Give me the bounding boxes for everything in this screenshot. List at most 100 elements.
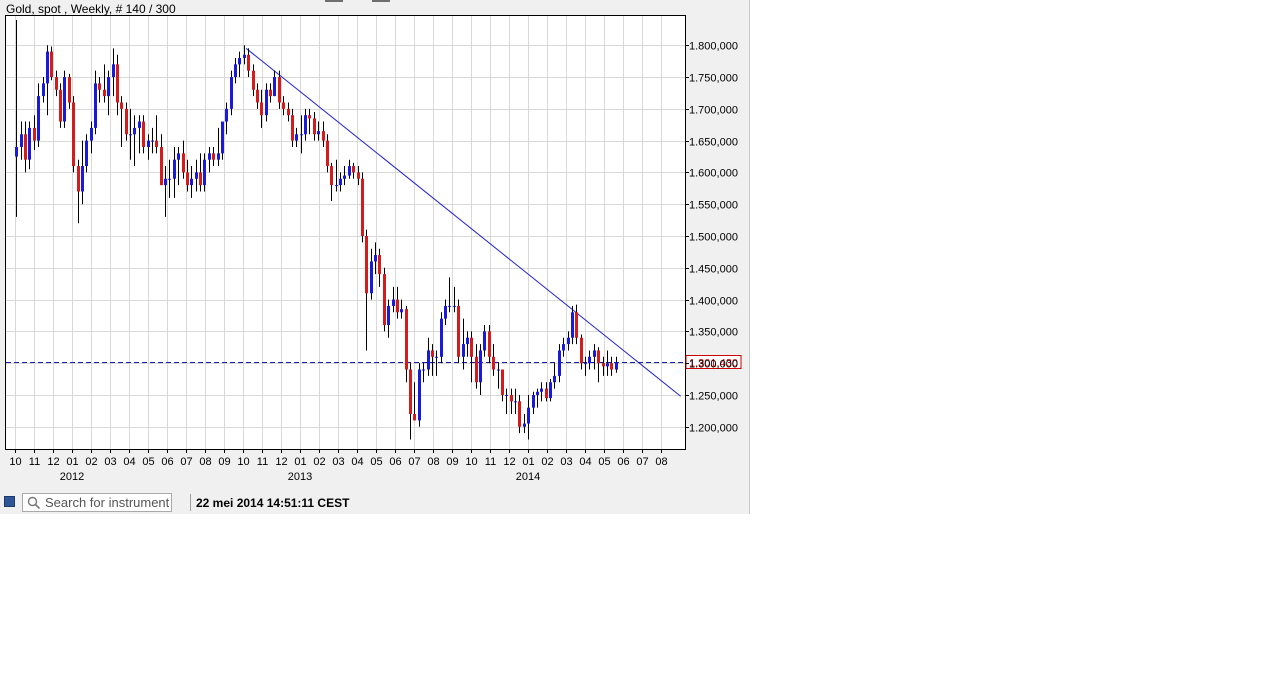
candle-up — [208, 153, 211, 160]
chart-svg[interactable]: 1.301,430 1.200,000 1.250,000 1.300,000 1.3… — [0, 0, 749, 491]
candle-up — [553, 375, 556, 383]
x-tick-label: 11 — [29, 456, 40, 468]
candle-down — [330, 166, 333, 186]
panel-handle-right[interactable] — [372, 0, 390, 2]
candle-down — [409, 369, 412, 415]
candle-down — [142, 121, 145, 147]
x-tick-label: 02 — [541, 456, 553, 468]
candle-down — [116, 64, 119, 103]
candle-down — [322, 131, 325, 141]
candle-up — [85, 140, 88, 167]
candle-down — [24, 134, 27, 160]
candle-up — [28, 127, 31, 160]
candle-up — [462, 344, 465, 357]
candle-down — [212, 153, 215, 160]
candle-down — [378, 255, 381, 275]
candle-down — [575, 312, 578, 338]
x-tick-label: 03 — [104, 456, 116, 468]
x-tick-label: 02 — [313, 456, 325, 468]
search-input[interactable] — [45, 494, 169, 511]
candle-down — [545, 388, 548, 399]
x-tick-label: 08 — [427, 456, 439, 468]
candle-up — [221, 121, 224, 154]
candle-down — [68, 77, 71, 103]
candle-down — [365, 235, 368, 294]
candle-down — [488, 331, 491, 357]
search-box[interactable] — [22, 493, 172, 512]
trendline — [245, 48, 681, 397]
candle-down — [269, 89, 272, 97]
candle-up — [584, 363, 587, 365]
candle-up — [129, 134, 132, 136]
candle-down — [120, 102, 123, 109]
candle-up — [107, 77, 110, 97]
y-tick-label: 1.500,000 — [689, 232, 738, 244]
x-axis: 10 11 12 01 02 03 04 05 06 07 08 09 10 11 12 01 02 03 04 05… — [9, 449, 668, 483]
search-icon — [27, 496, 41, 510]
panel-handle-left[interactable] — [325, 0, 343, 2]
x-tick-label: 01 — [66, 456, 78, 468]
instrument-color-button[interactable] — [4, 496, 15, 507]
candle-up — [112, 64, 115, 78]
y-tick-label: 1.200,000 — [689, 423, 738, 435]
candle-down — [510, 394, 513, 402]
candle-up — [523, 423, 526, 427]
y-tick-label: 1.650,000 — [689, 137, 738, 149]
candle-down — [247, 54, 250, 71]
candle-up — [558, 350, 561, 376]
candle-down — [431, 350, 434, 357]
candle-up — [466, 337, 469, 345]
candle-up — [265, 89, 268, 116]
candle-down — [326, 140, 329, 167]
status-timestamp: 22 mei 2014 14:51:11 CEST — [196, 496, 350, 510]
candle-down — [103, 89, 106, 97]
candle-down — [59, 89, 62, 122]
candle-down — [405, 309, 408, 370]
candle-up — [387, 305, 390, 326]
x-tick-label: 07 — [408, 456, 420, 468]
candle-up — [532, 394, 535, 408]
y-tick-label: 1.300,000 — [689, 359, 738, 371]
x-tick-label: 11 — [485, 456, 496, 468]
candle-up — [20, 134, 23, 147]
x-tick-label: 01 — [294, 456, 306, 468]
candle-down — [413, 414, 416, 421]
candle-up — [497, 369, 500, 371]
candle-up — [505, 394, 508, 396]
candle-up — [225, 108, 228, 122]
candle-up — [151, 140, 154, 142]
candle-up — [549, 382, 552, 399]
candle-up — [217, 153, 220, 160]
x-tick-label: 05 — [142, 456, 154, 468]
candle-down — [457, 305, 460, 357]
candle-up — [374, 255, 377, 262]
x-tick-label: 07 — [180, 456, 192, 468]
candle-down — [501, 369, 504, 395]
candle-up — [195, 172, 198, 179]
chart-title: Gold, spot , Weekly, # 140 / 300 — [6, 2, 176, 16]
candle-up — [335, 185, 338, 187]
candle-down — [282, 102, 285, 109]
candle-down — [580, 337, 583, 364]
candle-up — [63, 77, 66, 122]
x-tick-label: 06 — [161, 456, 173, 468]
x-tick-label: 04 — [579, 456, 591, 468]
candle-down — [55, 77, 58, 90]
candle-up — [588, 356, 591, 364]
candle-up — [203, 159, 206, 186]
x-tick-label: 09 — [446, 456, 458, 468]
candle-down — [256, 89, 259, 103]
candle-down — [50, 51, 53, 78]
candle-up — [422, 369, 425, 371]
candle-up — [295, 134, 298, 141]
candle-up — [164, 178, 167, 186]
candle-up — [90, 127, 93, 141]
x-year-label: 2013 — [288, 471, 312, 483]
candle-down — [610, 363, 613, 370]
candle-up — [448, 305, 451, 307]
x-tick-label: 09 — [218, 456, 230, 468]
candle-up — [606, 363, 609, 367]
x-tick-label: 10 — [465, 456, 477, 468]
x-tick-label: 12 — [47, 456, 59, 468]
candle-up — [536, 391, 539, 395]
